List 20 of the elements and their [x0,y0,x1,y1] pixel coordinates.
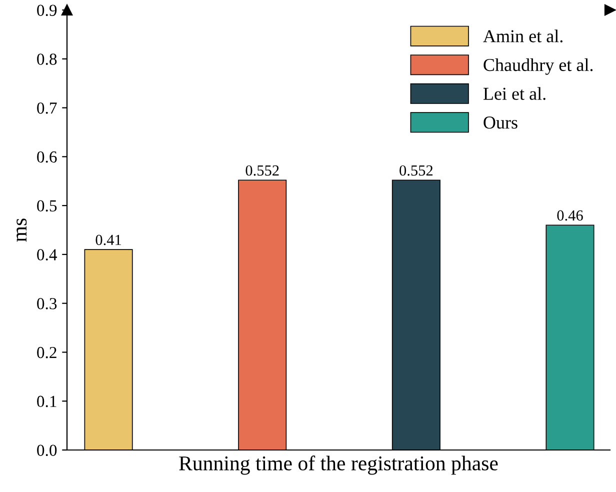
data-label: 0.46 [557,210,583,221]
y-tick-label: 0.0 [37,444,57,456]
y-tick-label: 0.1 [37,396,56,408]
y-axis-title: ms [16,218,27,242]
legend-label: Ours [484,116,518,129]
y-tick-label: 0.2 [37,346,56,358]
x-axis-title: Running time of the registration phase [179,456,498,475]
data-label: 0.41 [96,234,121,246]
y-tick-label: 0.6 [37,151,57,163]
y-tick-label: 0.8 [37,54,57,65]
legend-label: Amin et al. [483,30,562,42]
data-label: 0.552 [400,165,433,176]
y-tick-label: 0.5 [37,200,57,212]
y-tick-label: 0.7 [37,102,57,114]
data-label: 0.552 [246,165,279,176]
y-tick-label: 0.3 [37,298,57,310]
y-tick-label: 0.9 [37,4,57,16]
legend-label: Chaudhry et al. [484,58,593,75]
legend-label: Lei et al. [483,87,546,100]
y-tick-label: 0.4 [37,249,58,260]
